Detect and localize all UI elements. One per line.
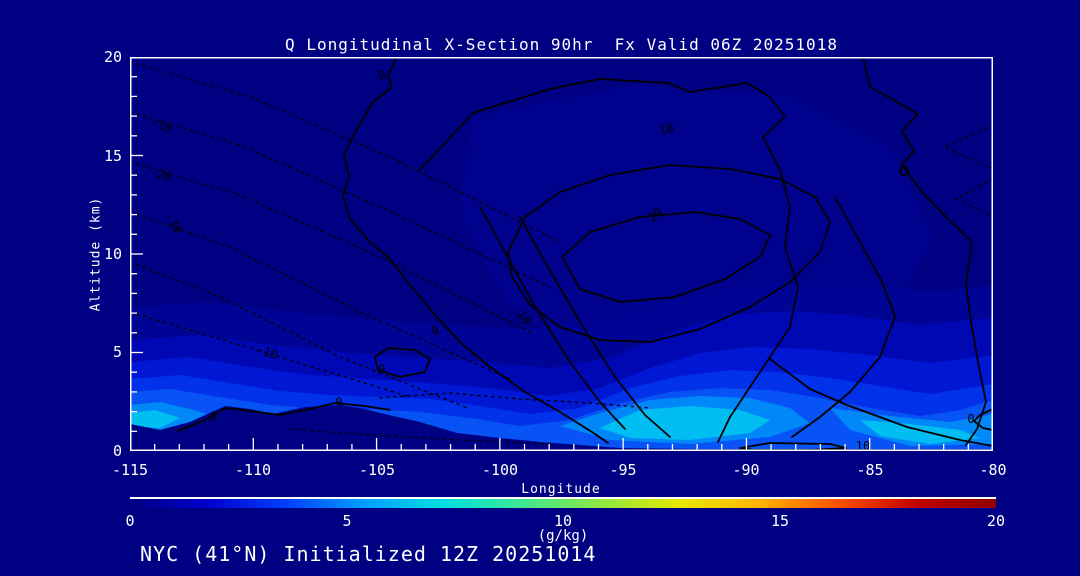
terrain-silhouette bbox=[130, 405, 993, 451]
dashed-contour bbox=[130, 261, 471, 410]
y-tick-label: 5 bbox=[112, 343, 122, 361]
contour-label: -20 bbox=[149, 164, 174, 185]
contour-small-loop-0 bbox=[374, 347, 431, 378]
plot-area: 0 10 20 10 0 0 0 0 0 10 -10 -20 -30 -10 bbox=[130, 57, 993, 451]
chart-title: Q Longitudinal X-Section 90hr Fx Valid 0… bbox=[285, 35, 838, 54]
contour-tiny-loop bbox=[899, 166, 909, 176]
colorbar-tick-label: 0 bbox=[125, 512, 135, 530]
contour-label: -10 bbox=[255, 342, 280, 362]
colorbar-tick-label: 20 bbox=[986, 512, 1006, 530]
x-tick-label: -115 bbox=[111, 461, 149, 479]
contour-right-2 bbox=[862, 57, 987, 446]
y-tick-label: 10 bbox=[103, 245, 122, 263]
contour-20-ring bbox=[507, 164, 831, 343]
x-tick-label: -80 bbox=[979, 461, 1007, 479]
contour-10-line bbox=[419, 78, 799, 443]
init-info-text: NYC (41°N) Initialized 12Z 20251014 bbox=[140, 542, 597, 566]
x-tick-label: -105 bbox=[358, 461, 396, 479]
dashed-contour bbox=[942, 124, 993, 170]
contour-terrain-0 bbox=[177, 402, 391, 432]
dashed-contour bbox=[130, 111, 551, 288]
q-fill-band-7 bbox=[130, 410, 180, 428]
colorbar-gradient bbox=[130, 499, 996, 508]
contour-label: 0 bbox=[967, 412, 974, 426]
contour-label: -30 bbox=[162, 210, 185, 236]
dashed-contour bbox=[954, 178, 993, 218]
y-axis-label: Altitude (km) bbox=[88, 196, 104, 312]
contour-right-1 bbox=[791, 196, 896, 438]
x-axis-label: Longitude bbox=[521, 482, 601, 497]
contour-label: 0 bbox=[377, 67, 388, 82]
contour-diagonal-2 bbox=[519, 216, 671, 438]
contour-label: 0 bbox=[377, 362, 387, 377]
x-tick-label: -90 bbox=[732, 461, 760, 479]
axis-ticks bbox=[130, 57, 993, 451]
y-tick-label: 0 bbox=[112, 442, 122, 460]
y-tick-label: 15 bbox=[103, 147, 122, 165]
x-tick-label: -85 bbox=[856, 461, 884, 479]
contour-label: 0 bbox=[209, 410, 216, 424]
contour-inner-ring bbox=[561, 211, 771, 303]
y-tick-label: 20 bbox=[103, 48, 122, 66]
x-tick-label: -95 bbox=[609, 461, 637, 479]
contour-right-hook-0 bbox=[973, 408, 993, 431]
contour-right-3 bbox=[769, 358, 993, 447]
colorbar-units-label: (g/kg) bbox=[537, 528, 589, 544]
colorbar-top-line bbox=[130, 497, 996, 499]
contour-label: 0 bbox=[335, 395, 345, 410]
contour-label: 10 bbox=[856, 439, 870, 451]
contour-diagonal-1 bbox=[479, 206, 626, 430]
dashed-contour bbox=[130, 161, 531, 333]
dashed-contour bbox=[130, 61, 561, 243]
contour-label: 10 bbox=[658, 121, 674, 137]
contour-0-line bbox=[342, 57, 609, 444]
dashed-contour bbox=[130, 311, 411, 398]
x-tick-label: -100 bbox=[481, 461, 519, 479]
q-fill-band-7 bbox=[600, 406, 770, 440]
x-tick-label: -110 bbox=[234, 461, 272, 479]
colorbar-tick-label: 15 bbox=[770, 512, 790, 530]
contour-label: -10 bbox=[149, 115, 174, 136]
colorbar-tick-label: 5 bbox=[342, 512, 352, 530]
colorbar-tick-label: 10 bbox=[553, 512, 573, 530]
dashed-contour bbox=[379, 392, 651, 409]
